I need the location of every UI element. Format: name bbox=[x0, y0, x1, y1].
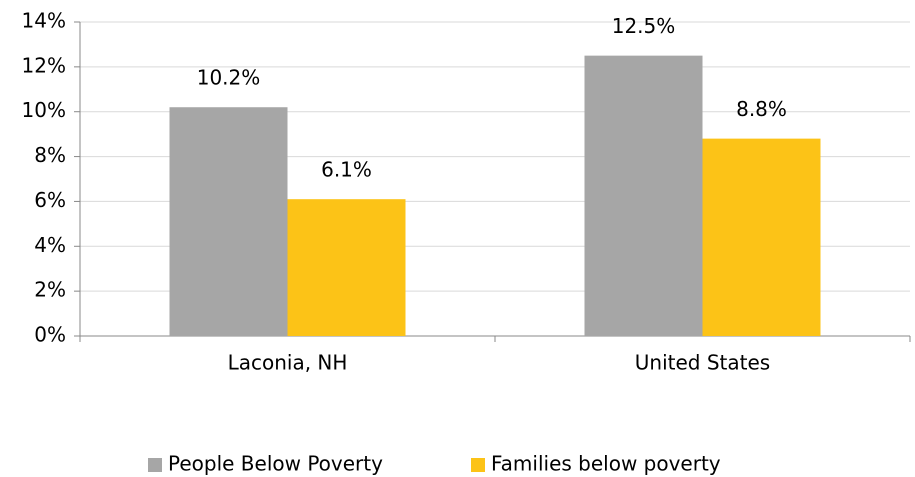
y-tick-label: 0% bbox=[34, 323, 66, 347]
y-tick-label: 8% bbox=[34, 143, 66, 167]
bar bbox=[287, 199, 406, 336]
y-tick-label: 2% bbox=[34, 278, 66, 302]
bar bbox=[584, 55, 703, 337]
y-tick-label: 12% bbox=[22, 53, 66, 77]
data-label: 10.2% bbox=[197, 66, 261, 90]
y-tick-label: 4% bbox=[34, 233, 66, 257]
y-tick-label: 10% bbox=[22, 98, 66, 122]
bar bbox=[169, 107, 288, 336]
y-tick-label: 6% bbox=[34, 188, 66, 212]
bar bbox=[702, 138, 821, 336]
legend-label: People Below Poverty bbox=[168, 452, 383, 476]
data-label: 8.8% bbox=[736, 97, 787, 121]
legend-label: Families below poverty bbox=[491, 452, 721, 476]
legend-swatch bbox=[471, 458, 485, 472]
y-tick-label: 14% bbox=[22, 9, 66, 33]
data-label: 12.5% bbox=[612, 14, 676, 38]
legend-swatch bbox=[148, 458, 162, 472]
data-label: 6.1% bbox=[321, 158, 372, 182]
x-tick-label: Laconia, NH bbox=[228, 351, 348, 375]
x-tick-label: United States bbox=[635, 351, 770, 375]
